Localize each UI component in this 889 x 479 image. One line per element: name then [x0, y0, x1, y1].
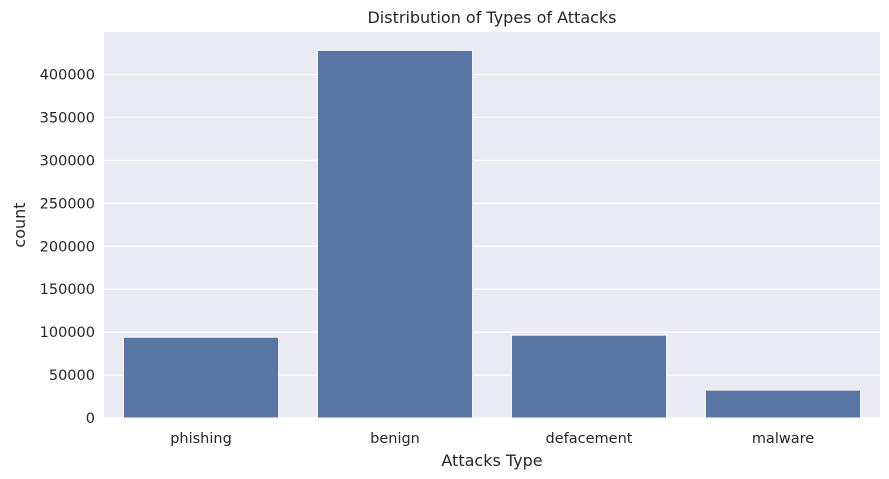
y-tick-label: 150000	[40, 282, 95, 298]
y-tick-label: 0	[86, 411, 95, 427]
bar-malware	[704, 389, 862, 419]
y-tick-label: 200000	[40, 239, 95, 255]
y-tick-label: 250000	[40, 196, 95, 212]
x-tick-labels: phishing benign defacement malware	[170, 431, 814, 447]
bar-defacement	[510, 334, 668, 419]
y-tick-label: 50000	[49, 368, 95, 384]
bar-phishing	[122, 336, 280, 419]
y-tick-label: 300000	[40, 153, 95, 169]
bars	[122, 49, 862, 419]
bar-benign	[316, 49, 474, 419]
x-tick-label-defacement: defacement	[546, 431, 633, 447]
y-tick-label: 100000	[40, 325, 95, 341]
y-tick-label: 350000	[40, 110, 95, 126]
chart-title: Distribution of Types of Attacks	[367, 8, 616, 27]
x-tick-label-malware: malware	[752, 431, 814, 447]
x-tick-label-benign: benign	[370, 431, 420, 447]
x-tick-label-phishing: phishing	[170, 431, 232, 447]
y-axis-label: count	[10, 202, 29, 247]
y-tick-labels: 0 50000 100000 150000 200000 250000 300000 3500…	[40, 68, 95, 427]
x-axis-label: Attacks Type	[441, 451, 542, 470]
y-tick-label: 400000	[40, 68, 95, 84]
